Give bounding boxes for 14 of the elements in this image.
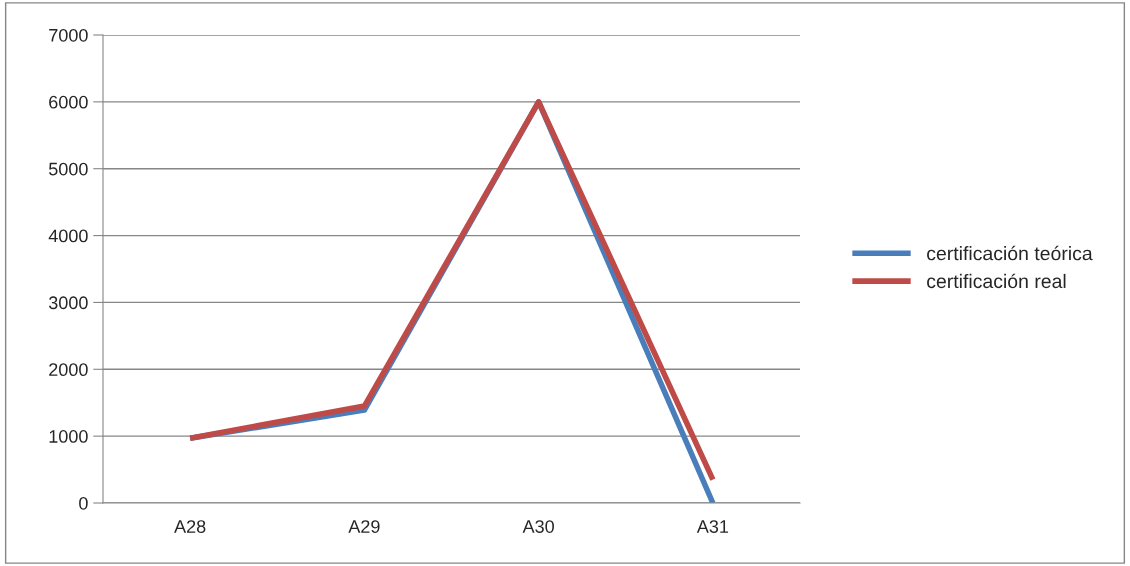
y-tick-label: 1000 [49, 430, 88, 443]
x-tick-label: A29 [348, 520, 380, 533]
y-tick-label: 6000 [49, 95, 88, 109]
y-tick-label: 2000 [49, 363, 88, 377]
legend-label: certificación teórica [927, 245, 1093, 261]
y-tick-label: 5000 [48, 162, 88, 176]
y-tick-label: 4000 [48, 229, 88, 243]
y-tick-label: 3000 [48, 296, 88, 310]
x-tick-label: A31 [696, 520, 729, 533]
y-tick-label: 7000 [49, 28, 88, 42]
x-tick-label: A28 [174, 520, 206, 533]
legend-label: certificación real [927, 273, 1066, 289]
x-tick-label: A30 [522, 520, 554, 533]
y-tick-label: 0 [79, 496, 88, 510]
